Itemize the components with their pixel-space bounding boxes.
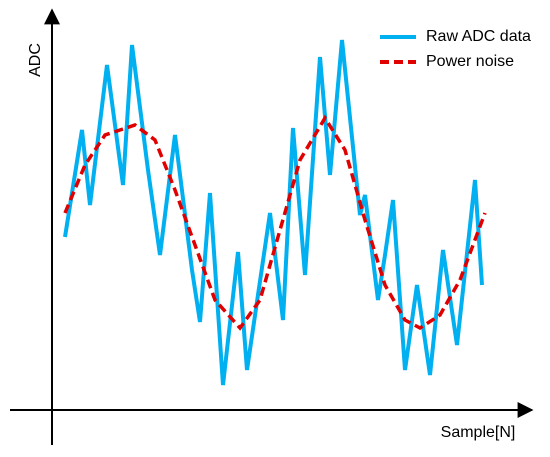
x-axis-label: Sample[N] xyxy=(441,424,516,441)
legend-label: Raw ADC data xyxy=(426,28,531,45)
series-line xyxy=(63,114,487,331)
series-line xyxy=(63,39,484,386)
legend-label: Power noise xyxy=(426,53,514,70)
y-axis-label: ADC xyxy=(27,43,44,77)
